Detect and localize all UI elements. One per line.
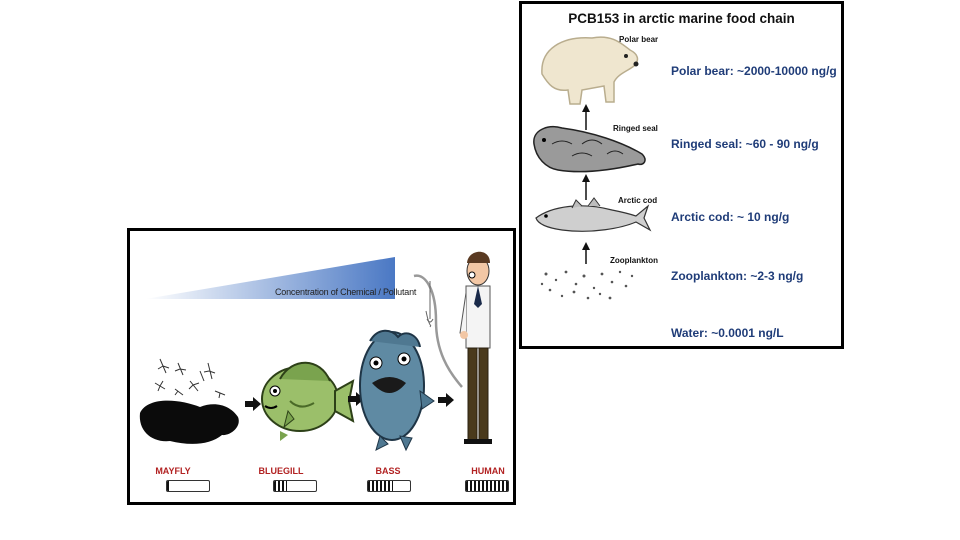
animal-label-ringed-seal: Ringed seal [613,124,658,133]
mayfly-illustration [139,358,239,444]
arctic-food-chain-illustration [533,36,652,300]
organism-label-mayfly: MAYFLY [155,466,191,476]
biomagnification-illustration [139,251,492,452]
concentration-ringed-seal: Ringed seal: ~60 - 90 ng/g [671,137,819,151]
bass-illustration [359,329,435,452]
ringed-seal-illustration [533,126,646,173]
arrow-icon [582,174,590,182]
concentration-arctic-cod: Arctic cod: ~ 10 ng/g [671,210,790,224]
arctic-cod-illustration [535,197,652,232]
arrow-icon [438,393,454,407]
concentration-wedge [145,257,395,299]
panel-title: PCB153 in arctic marine food chain [568,11,795,26]
animal-label-arctic-cod: Arctic cod [618,196,658,205]
organism-label-bluegill: BLUEGILL [258,466,304,476]
concentration-meter-bluegill [273,480,317,492]
concentration-polar-bear: Polar bear: ~2000-10000 ng/g [671,64,837,78]
organism-label-bass: BASS [375,466,401,476]
concentration-meter-mayfly [166,480,210,492]
zooplankton-illustration [540,270,634,300]
arctic-food-chain-panel: PCB153 in arctic marine food chain [519,1,844,349]
concentration-zooplankton: Zooplankton: ~2-3 ng/g [671,269,804,283]
bluegill-illustration [261,361,355,441]
concentration-meter-bass [367,480,411,492]
arrow-icon [245,397,261,411]
biomagnification-panel: Concentration of Chemical / Pollutant MA… [127,228,516,505]
concentration-meter-human [465,480,509,492]
arrow-icon [582,104,590,112]
animal-label-zooplankton: Zooplankton [610,256,658,265]
arrow-icon [582,242,590,250]
animal-label-polar-bear: Polar bear [619,35,659,44]
concentration-label: Concentration of Chemical / Pollutant [275,287,417,297]
concentration-water: Water: ~0.0001 ng/L [671,326,784,340]
human-illustration [413,251,492,444]
polar-bear-illustration [541,36,639,105]
organism-label-human: HUMAN [471,466,505,476]
